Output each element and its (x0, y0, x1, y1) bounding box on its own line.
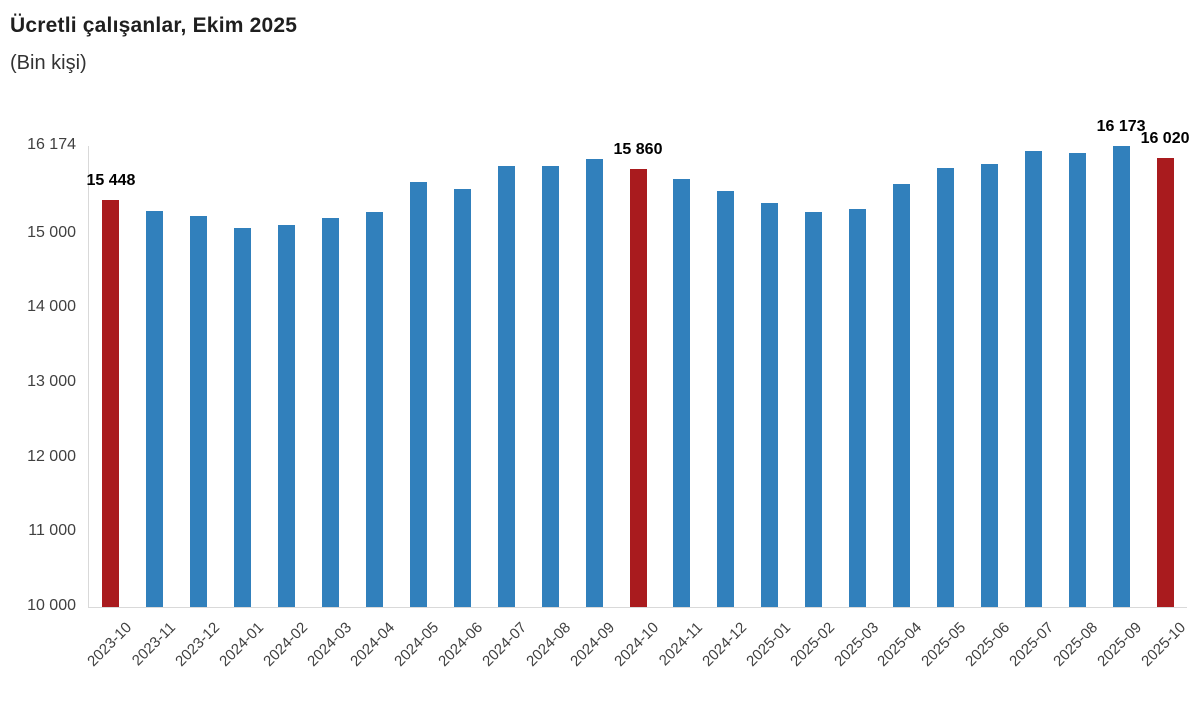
bar-2024-03[interactable] (322, 217, 340, 607)
bar-2025-01[interactable] (761, 202, 779, 607)
x-tick-label: 2024-09 (567, 619, 619, 670)
bar-2025-03[interactable] (849, 209, 867, 607)
y-tick-label: 14 000 (27, 298, 76, 316)
x-tick-label: 2024-03 (303, 619, 355, 670)
bar-2025-02[interactable] (805, 212, 823, 607)
x-tick-label: 2025-04 (874, 619, 926, 670)
x-tick-label: 2023-12 (171, 619, 223, 670)
bar-2025-09[interactable] (1112, 146, 1130, 607)
x-tick-label: 2025-08 (1050, 619, 1102, 670)
plot-area: 15 448 2023-10 2023-11 2023-12 2024-01 2024-0… (84, 118, 1189, 670)
bar-2024-09[interactable] (585, 159, 603, 607)
bar-2024-06[interactable] (453, 188, 471, 607)
chart-subtitle: (Bin kişi) (10, 52, 87, 74)
bar-2025-07[interactable] (1024, 150, 1042, 607)
bar-2023-10[interactable] (102, 200, 120, 607)
x-tick-label: 2025-06 (962, 619, 1014, 670)
x-tick-label: 2024-12 (698, 619, 750, 670)
x-tick-label: 2023-10 (84, 619, 135, 670)
x-tick-label: 2025-10 (1138, 619, 1190, 670)
bar-2024-01[interactable] (234, 228, 252, 607)
bar-value-label: 16 173 (1096, 118, 1146, 136)
x-tick-label: 2024-02 (259, 619, 311, 670)
y-tick-label: 12 000 (27, 447, 76, 465)
bar-2025-10[interactable] (1156, 157, 1174, 607)
x-tick-label: 2024-05 (391, 619, 443, 670)
bar-2023-11[interactable] (146, 210, 164, 607)
bar-2024-07[interactable] (497, 165, 515, 607)
x-tick-label: 2023-11 (128, 619, 179, 670)
y-tick-label: 11 000 (28, 522, 76, 540)
x-tick-label: 2025-05 (918, 619, 970, 670)
bar-value-label: 16 020 (1140, 129, 1190, 147)
bar-value-label: 15 448 (86, 172, 136, 190)
x-tick-label: 2025-03 (830, 619, 882, 670)
y-tick-label: 10 000 (27, 597, 76, 614)
x-tick-label: 2024-10 (611, 619, 663, 670)
bar-2023-12[interactable] (190, 215, 208, 607)
x-tick-label: 2024-08 (523, 619, 575, 670)
x-tick-label: 2024-06 (435, 619, 487, 670)
x-tick-label: 2024-01 (215, 619, 267, 670)
bar-2024-04[interactable] (365, 211, 383, 607)
bar-2024-11[interactable] (673, 179, 691, 607)
x-tick-label: 2025-07 (1006, 619, 1058, 670)
x-tick-label: 2024-07 (479, 619, 531, 670)
bar-2024-12[interactable] (717, 191, 735, 607)
bar-value-label: 15 860 (613, 141, 663, 159)
bar-2024-02[interactable] (278, 225, 296, 607)
bar-2024-10[interactable] (629, 169, 647, 607)
chart-title: Ücretli çalışanlar, Ekim 2025 (10, 14, 298, 37)
x-tick-label: 2025-09 (1094, 619, 1146, 670)
x-tick-label: 2025-02 (786, 619, 838, 670)
x-tick-label: 2025-01 (742, 619, 794, 670)
y-tick-label: 13 000 (27, 372, 76, 390)
bar-2025-05[interactable] (936, 168, 954, 607)
y-tick-label: 16 174 (27, 136, 76, 153)
bar-2025-04[interactable] (893, 184, 911, 607)
y-tick-label: 15 000 (27, 223, 76, 241)
bar-2025-06[interactable] (980, 163, 998, 607)
y-axis: 16 174 15 000 14 000 13 000 12 000 11 000 10 0… (0, 136, 76, 614)
bar-2025-08[interactable] (1068, 152, 1086, 607)
bar-2024-05[interactable] (409, 182, 427, 607)
x-tick-label: 2024-11 (655, 619, 706, 670)
x-tick-label: 2024-04 (347, 619, 399, 670)
bar-2024-08[interactable] (541, 166, 559, 607)
